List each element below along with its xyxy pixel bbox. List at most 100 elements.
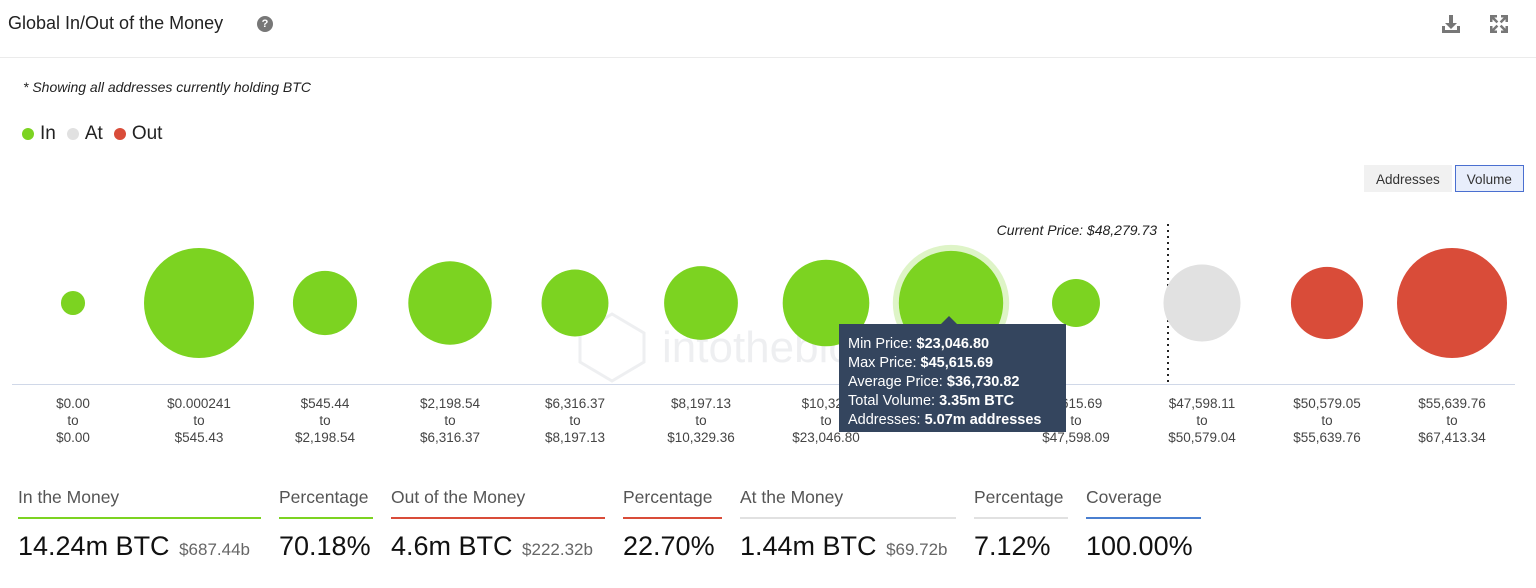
stat-in-line (18, 517, 261, 519)
stat-out-of-the-money: Out of the Money 4.6m BTC $222.32b (391, 487, 605, 562)
range-to-word: to (1321, 413, 1333, 428)
stat-coverage-line (1086, 517, 1201, 519)
range-label-11: $50,579.05 to $55,639.76 (1257, 395, 1397, 446)
stat-at-label: At the Money (740, 487, 844, 507)
legend-label-out: Out (131, 123, 163, 144)
stat-out-value: 4.6m BTC (391, 531, 513, 561)
expand-icon[interactable] (1488, 13, 1510, 35)
range-from: $8,197.13 (670, 396, 732, 411)
stat-out-pct-value: 22.70% (623, 531, 715, 561)
range-label-2: $0.000241 to $545.43 (129, 395, 269, 446)
range-label-7: $10,329 to $23,046.80 (756, 395, 896, 446)
stat-out-usd: $222.32b (522, 540, 593, 559)
stat-in-pct-value: 70.18% (279, 531, 371, 561)
stat-out-label: Out of the Money (391, 487, 526, 507)
range-label-12: $55,639.76 to $67,413.34 (1382, 395, 1522, 446)
view-toggle: Addresses Volume (1364, 165, 1524, 192)
stat-coverage-value: 100.00% (1086, 531, 1193, 561)
legend-label-in: In (40, 123, 56, 144)
stat-in-pct-line (279, 517, 373, 519)
stat-at-pct-value: 7.12% (974, 531, 1051, 561)
tooltip-addresses-label: Addresses: (848, 412, 921, 428)
panel-title: Global In/Out of the Money (8, 13, 224, 33)
range-from: $545.44 (300, 396, 350, 411)
question-icon[interactable]: ? (257, 16, 273, 32)
bubble-6[interactable] (664, 266, 738, 340)
range-to-word: to (820, 413, 832, 428)
range-label-10: $47,598.11 to $50,579.04 (1132, 395, 1272, 446)
volume-toggle-button[interactable]: Volume (1454, 165, 1524, 192)
range-label-5: $6,316.37 to $8,197.13 (505, 395, 645, 446)
panel-header: Global In/Out of the Money ? (0, 0, 1536, 58)
stat-in-usd: $687.44b (179, 540, 250, 559)
range-from: $6,316.37 (544, 396, 606, 411)
range-to-word: to (319, 413, 331, 428)
bubble-12[interactable] (1397, 248, 1507, 358)
stat-at-usd: $69.72b (886, 540, 948, 559)
bubble-1[interactable] (60, 290, 86, 316)
stat-at-line (740, 517, 956, 519)
range-to: $6,316.37 (419, 430, 481, 445)
current-price-label: Current Price: $48,279.73 (997, 222, 1158, 238)
stat-at-percentage: Percentage 7.12% (974, 487, 1068, 562)
tooltip-max-value: $45,615.69 (920, 355, 994, 371)
range-to: $0.00 (56, 430, 90, 445)
bubble-2[interactable] (144, 248, 254, 358)
range-from: $0.00 (56, 396, 90, 411)
stat-at-the-money: At the Money 1.44m BTC $69.72b (740, 487, 956, 562)
bubble-9[interactable] (1052, 279, 1100, 327)
stat-out-line (391, 517, 605, 519)
range-to: $50,579.04 (1168, 430, 1236, 445)
range-from: $55,639.76 (1418, 396, 1486, 411)
range-to: $2,198.54 (294, 430, 356, 445)
stat-at-pct-line (974, 517, 1068, 519)
tooltip-avg-value: $36,730.82 (946, 374, 1020, 390)
legend-dot-in (22, 128, 34, 140)
stat-in-label: In the Money (18, 487, 120, 507)
range-from: $47,598.11 (1168, 396, 1236, 411)
legend-item-in[interactable]: In (22, 123, 56, 145)
range-to: $47,598.09 (1042, 430, 1110, 445)
range-to-word: to (444, 413, 456, 428)
stat-in-pct-label: Percentage (279, 487, 369, 507)
range-label-6: $8,197.13 to $10,329.36 (631, 395, 771, 446)
range-to-word: to (67, 413, 79, 428)
addresses-toggle-button[interactable]: Addresses (1364, 165, 1452, 192)
range-to: $23,046.80 (792, 430, 860, 445)
bubble-chart: intotheblock Current Price: $48,279.73 (12, 222, 1515, 385)
stat-in-percentage: Percentage 70.18% (279, 487, 373, 562)
legend-label-at: At (84, 123, 103, 144)
stat-in-value: 14.24m BTC (18, 531, 170, 561)
legend-item-out[interactable]: Out (113, 123, 163, 145)
stat-out-pct-line (623, 517, 722, 519)
tooltip-volume-value: 3.35m BTC (939, 393, 1015, 409)
range-to-word: to (1070, 413, 1082, 428)
range-from: $10,329 (801, 396, 851, 411)
stat-out-percentage: Percentage 22.70% (623, 487, 722, 562)
tooltip-min-value: $23,046.80 (916, 336, 990, 352)
stat-out-pct-label: Percentage (623, 487, 713, 507)
bubble-3[interactable] (292, 270, 358, 336)
range-label-4: $2,198.54 to $6,316.37 (380, 395, 520, 446)
legend-item-at[interactable]: At (66, 123, 103, 145)
range-label-3: $545.44 to $2,198.54 (255, 395, 395, 446)
range-to-word: to (1196, 413, 1208, 428)
download-icon[interactable] (1440, 13, 1462, 35)
tooltip-volume-label: Total Volume: (848, 393, 936, 409)
range-to-word: to (569, 413, 581, 428)
legend-dot-at (66, 128, 79, 140)
range-from: $0.000241 (167, 396, 231, 411)
range-to-word: to (695, 413, 707, 428)
bucket-tooltip: Min Price: $23,046.80 Max Price: $45,615… (839, 324, 1066, 432)
bubble-10[interactable] (1163, 264, 1241, 342)
range-from: $2,198.54 (419, 396, 481, 411)
stat-at-value: 1.44m BTC (740, 531, 877, 561)
range-label-1: $0.00 to $0.00 (3, 395, 143, 446)
bubble-11[interactable] (1290, 266, 1364, 340)
stat-coverage: Coverage 100.00% (1086, 487, 1201, 562)
range-to: $55,639.76 (1293, 430, 1361, 445)
bubble-4[interactable] (408, 261, 492, 345)
range-from: $50,579.05 (1293, 396, 1361, 411)
range-to: $8,197.13 (544, 430, 606, 445)
bubble-5[interactable] (541, 269, 609, 337)
